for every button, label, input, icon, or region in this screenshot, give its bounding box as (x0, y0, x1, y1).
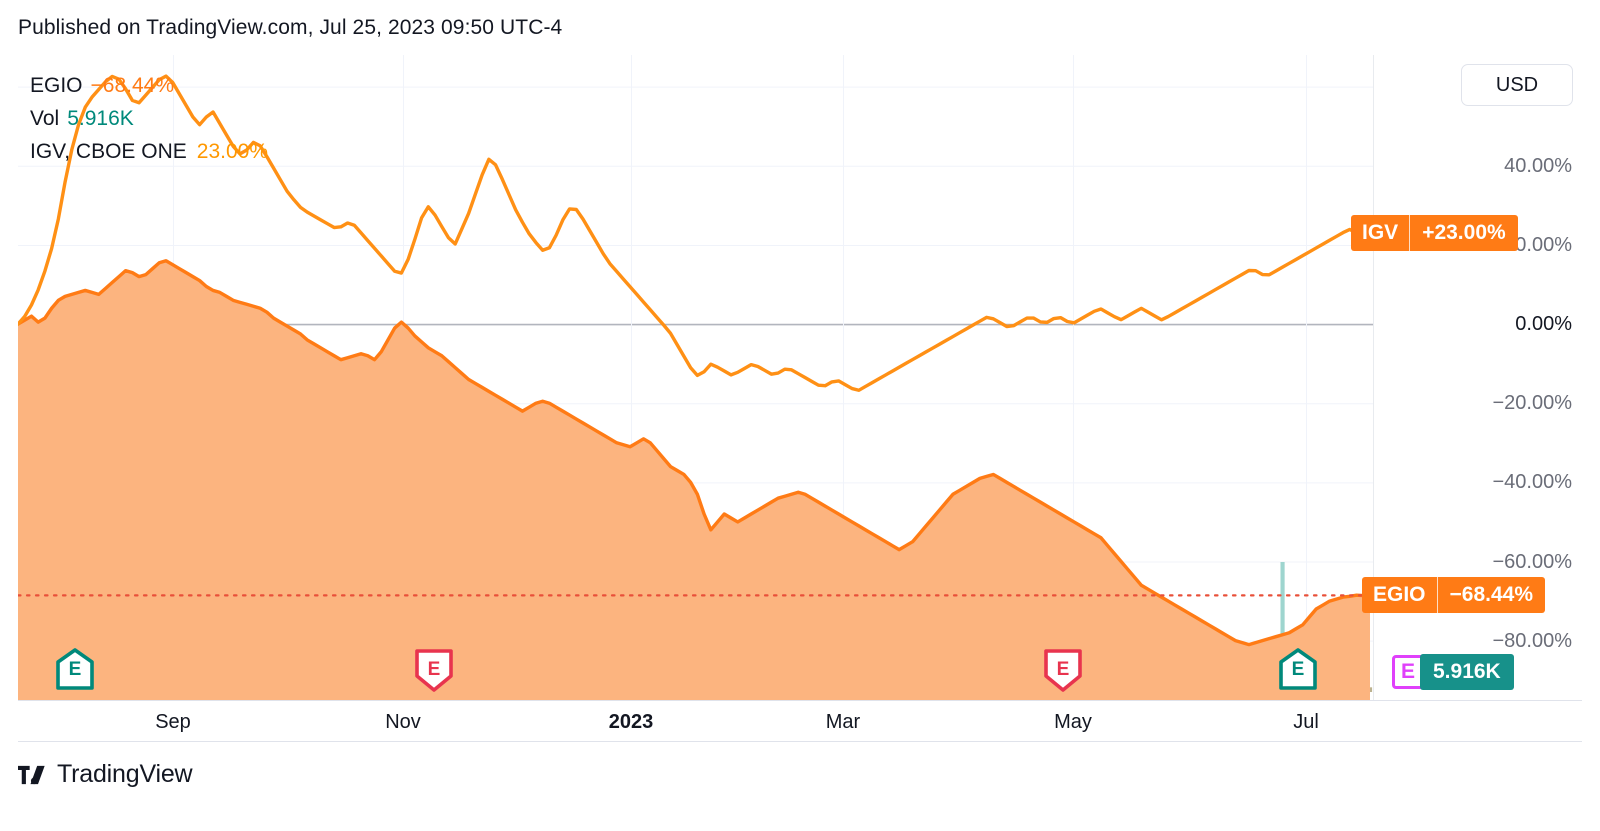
earnings-marker-beat-icon[interactable]: E (1278, 648, 1318, 692)
legend-value-volume: 5.916K (67, 107, 134, 130)
svg-text:E: E (69, 659, 82, 680)
legend-row-egio: EGIO −68.44% (30, 69, 268, 102)
legend-label-volume: Vol (30, 107, 60, 130)
legend-row-volume: Vol 5.916K (30, 102, 268, 135)
price-badge-value: −68.44% (1437, 576, 1546, 613)
chart-legend: EGIO −68.44% Vol 5.916K IGV, CBOE ONE 23.00… (30, 69, 268, 168)
time-axis-tick: May (1054, 711, 1092, 733)
published-caption: Published on TradingView.com, Jul 25, 20… (18, 16, 563, 39)
tradingview-logo: TradingView (18, 760, 193, 789)
price-badge-symbol: EGIO (1362, 576, 1438, 613)
price-axis-tick: 0.00% (1515, 313, 1572, 336)
price-axis-tick: −80.00% (1492, 629, 1572, 652)
volume-value-badge[interactable]: 5.916K (1420, 654, 1514, 691)
price-badge-igv[interactable]: IGV +23.00% (1351, 215, 1518, 252)
tradingview-mark-icon (18, 765, 45, 784)
price-badge-value: +23.00% (1410, 215, 1518, 252)
price-axis-tick: −20.00% (1492, 392, 1572, 415)
price-badge-symbol: IGV (1351, 215, 1411, 252)
svg-text:E: E (1057, 659, 1070, 680)
earnings-marker-miss-icon[interactable]: E (414, 648, 454, 692)
svg-text:E: E (1292, 659, 1305, 680)
currency-button[interactable]: USD (1461, 64, 1573, 106)
egio-area-fill (18, 260, 1370, 700)
egio-line (18, 259, 1372, 647)
time-axis-tick: 2023 (608, 711, 654, 733)
price-axis-tick: −60.00% (1492, 550, 1572, 573)
earnings-marker-miss-icon[interactable]: E (1043, 648, 1083, 692)
legend-label-igv: IGV, CBOE ONE (30, 140, 187, 163)
price-axis-tick: −40.00% (1492, 471, 1572, 494)
price-badge-egio[interactable]: EGIO −68.44% (1362, 576, 1546, 613)
legend-value-egio: −68.44% (90, 74, 175, 97)
price-axis[interactable]: USD 60.00%40.00%20.00%0.00%−20.00%−40.00… (1351, 55, 1582, 700)
time-axis-tick: Sep (155, 711, 191, 733)
legend-value-igv: 23.00% (196, 140, 269, 163)
time-axis-tick: Jul (1293, 711, 1319, 733)
chart-canvas (18, 55, 1373, 700)
tradingview-wordmark: TradingView (57, 760, 193, 788)
svg-text:E: E (428, 659, 441, 680)
price-axis-tick: 40.00% (1504, 154, 1572, 177)
time-axis-tick: Nov (385, 711, 421, 733)
earnings-marker-beat-icon[interactable]: E (55, 648, 95, 692)
time-axis[interactable]: Sep Nov 2023 Mar May Jul (18, 700, 1582, 742)
chart-frame: EGIO −68.44% Vol 5.916K IGV, CBOE ONE 23.00… (18, 55, 1582, 700)
legend-row-igv: IGV, CBOE ONE 23.00% (30, 135, 268, 168)
price-axis-tick: 20.00% (1504, 233, 1572, 256)
chart-plot-area[interactable]: EGIO −68.44% Vol 5.916K IGV, CBOE ONE 23.00… (18, 55, 1373, 700)
time-axis-tick: Mar (825, 711, 861, 733)
igv-line (18, 74, 1372, 392)
legend-label-egio: EGIO (30, 74, 83, 97)
